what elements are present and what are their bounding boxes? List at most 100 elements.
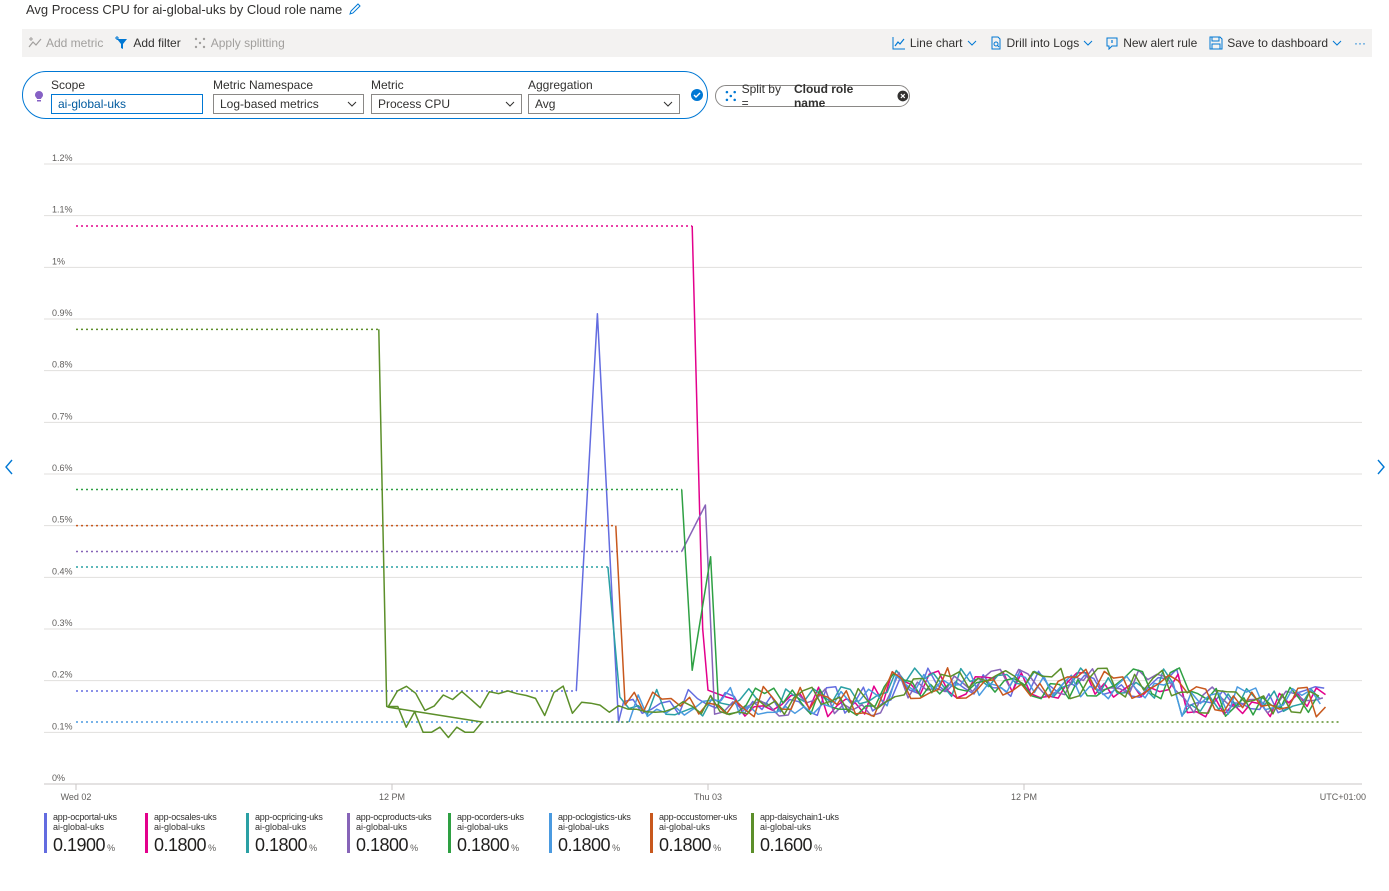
legend-item[interactable]: app-oclogistics-uks ai-global-uks 0.1800% (549, 811, 650, 855)
new-alert-rule-button[interactable]: New alert rule (1099, 36, 1203, 50)
legend-series-value: 0.1800% (154, 835, 216, 855)
more-options-label: ··· (1354, 36, 1366, 50)
legend-series-scope: ai-global-uks (457, 822, 509, 832)
split-by-pill[interactable]: Split by = Cloud role name (715, 82, 910, 110)
chart-title: Avg Process CPU for ai-global-uks by Clo… (26, 1, 343, 17)
legend-series-scope: ai-global-uks (255, 822, 307, 832)
metric-label: Metric (371, 78, 404, 92)
legend-series-scope: ai-global-uks (659, 822, 711, 832)
save-to-dashboard-button[interactable]: Save to dashboard (1203, 36, 1348, 50)
namespace-dropdown[interactable]: Log-based metrics (213, 94, 364, 114)
splitting-icon (194, 37, 205, 49)
metric-dropdown[interactable]: Process CPU (371, 94, 522, 114)
legend-series-value: 0.1600% (760, 835, 822, 855)
series-line-app-oclogistics-uks (628, 671, 1321, 723)
close-icon[interactable] (897, 90, 909, 102)
metric-value: Process CPU (378, 97, 451, 111)
line-chart-button[interactable]: Line chart (886, 36, 983, 50)
pencil-edit-icon[interactable] (348, 2, 362, 16)
x-tick-label: 12 PM (1011, 792, 1037, 802)
legend-item[interactable]: app-ocportal-uks ai-global-uks 0.1900% (44, 811, 145, 855)
legend-series-value: 0.1800% (356, 835, 418, 855)
chevron-left-icon[interactable] (3, 458, 15, 476)
legend-item[interactable]: app-ocsales-uks ai-global-uks 0.1800% (145, 811, 246, 855)
legend-series-name: app-ocsales-uks (154, 812, 217, 822)
add-filter-button[interactable]: Add filter (109, 36, 186, 50)
legend-item[interactable]: app-ocpricing-uks ai-global-uks 0.1800% (246, 811, 347, 855)
legend-series-name: app-occustomer-uks (659, 812, 737, 822)
y-tick-label: 0.3% (52, 618, 73, 628)
legend-color-swatch (44, 813, 47, 853)
namespace-field: Metric Namespace Log-based metrics (213, 78, 364, 114)
scope-input[interactable]: ai-global-uks (51, 94, 203, 114)
legend-unit: % (410, 843, 418, 853)
y-tick-label: 0.5% (52, 515, 73, 525)
line-chart-label: Line chart (909, 36, 963, 50)
add-filter-label: Add filter (133, 36, 181, 50)
aggregation-field: Aggregation Avg (528, 78, 680, 114)
legend-series-scope: ai-global-uks (558, 822, 610, 832)
new-alert-rule-label: New alert rule (1123, 36, 1198, 50)
legend-unit: % (713, 843, 721, 853)
legend-series-name: app-daisychain1-uks (760, 812, 839, 822)
y-tick-label: 0% (52, 773, 65, 783)
chart-toolbar: Add metric Add filter Apply splitting Li… (22, 29, 1372, 57)
legend-item[interactable]: app-occustomer-uks ai-global-uks 0.1800% (650, 811, 751, 855)
chart-series (76, 225, 1340, 739)
legend-series-scope: ai-global-uks (154, 822, 206, 832)
confirm-check-icon[interactable] (690, 88, 704, 102)
x-axis: Wed 02 12 PM Thu 03 12 PM UTC+01:00 (61, 784, 1366, 802)
legend-series-value: 0.1800% (255, 835, 317, 855)
more-options-button[interactable]: ··· (1348, 36, 1372, 50)
y-axis: 0% 0.1% 0.2% 0.3% 0.4% 0.5% 0.6% 0.7% 0.8% 0.9% 1%… (52, 153, 73, 783)
series-line-app-occustomer-uks (615, 525, 1327, 718)
add-metric-icon (28, 37, 42, 48)
legend-item[interactable]: app-ocorders-uks ai-global-uks 0.1800% (448, 811, 549, 855)
legend-color-swatch (751, 813, 754, 853)
drill-into-logs-button[interactable]: Drill into Logs (983, 36, 1100, 50)
chevron-right-icon[interactable] (1375, 458, 1387, 476)
app-insights-icon (35, 91, 43, 102)
legend-unit: % (612, 843, 620, 853)
legend-series-value: 0.1900% (53, 835, 115, 855)
series-line-app-ocsales-uks (691, 225, 1326, 718)
chart-legend: app-ocportal-uks ai-global-uks 0.1900% app-… (44, 811, 852, 855)
chevron-down-icon (347, 101, 357, 107)
chevron-down-icon (967, 40, 976, 46)
scope-field: Scope ai-global-uks (51, 78, 203, 114)
legend-color-swatch (549, 813, 552, 853)
legend-unit: % (309, 843, 317, 853)
y-tick-label: 0.2% (52, 670, 73, 680)
legend-series-value: 0.1800% (558, 835, 620, 855)
legend-color-swatch (650, 813, 653, 853)
x-tick-label: Wed 02 (61, 792, 92, 802)
legend-item[interactable]: app-daisychain1-uks ai-global-uks 0.1600% (751, 811, 852, 855)
namespace-label: Metric Namespace (213, 78, 314, 92)
legend-series-scope: ai-global-uks (356, 822, 408, 832)
drill-into-logs-label: Drill into Logs (1006, 36, 1080, 50)
metric-selector: Scope ai-global-uks Metric Namespace Log… (22, 71, 708, 119)
apply-splitting-button[interactable]: Apply splitting (187, 36, 291, 50)
series-line-app-ocorders-uks (680, 489, 1319, 717)
aggregation-value: Avg (535, 97, 556, 111)
y-tick-label: 1% (52, 256, 65, 266)
legend-series-scope: ai-global-uks (53, 822, 105, 832)
chevron-down-icon (663, 101, 673, 107)
legend-color-swatch (347, 813, 350, 853)
add-metric-button[interactable]: Add metric (22, 36, 109, 50)
y-tick-label: 0.9% (52, 308, 73, 318)
legend-item[interactable]: app-ocproducts-uks ai-global-uks 0.1800% (347, 811, 448, 855)
legend-unit: % (814, 843, 822, 853)
legend-series-name: app-ocproducts-uks (356, 812, 432, 822)
aggregation-dropdown[interactable]: Avg (528, 94, 680, 114)
legend-series-scope: ai-global-uks (760, 822, 812, 832)
apply-splitting-label: Apply splitting (210, 36, 285, 50)
legend-series-name: app-ocportal-uks (53, 812, 117, 822)
y-tick-label: 1.1% (52, 205, 73, 215)
legend-color-swatch (246, 813, 249, 853)
y-tick-label: 0.1% (52, 721, 73, 731)
legend-series-name: app-ocorders-uks (457, 812, 524, 822)
chart-title-row: Avg Process CPU for ai-global-uks by Clo… (26, 0, 362, 18)
chevron-down-icon (505, 101, 515, 107)
filter-icon (115, 36, 128, 49)
